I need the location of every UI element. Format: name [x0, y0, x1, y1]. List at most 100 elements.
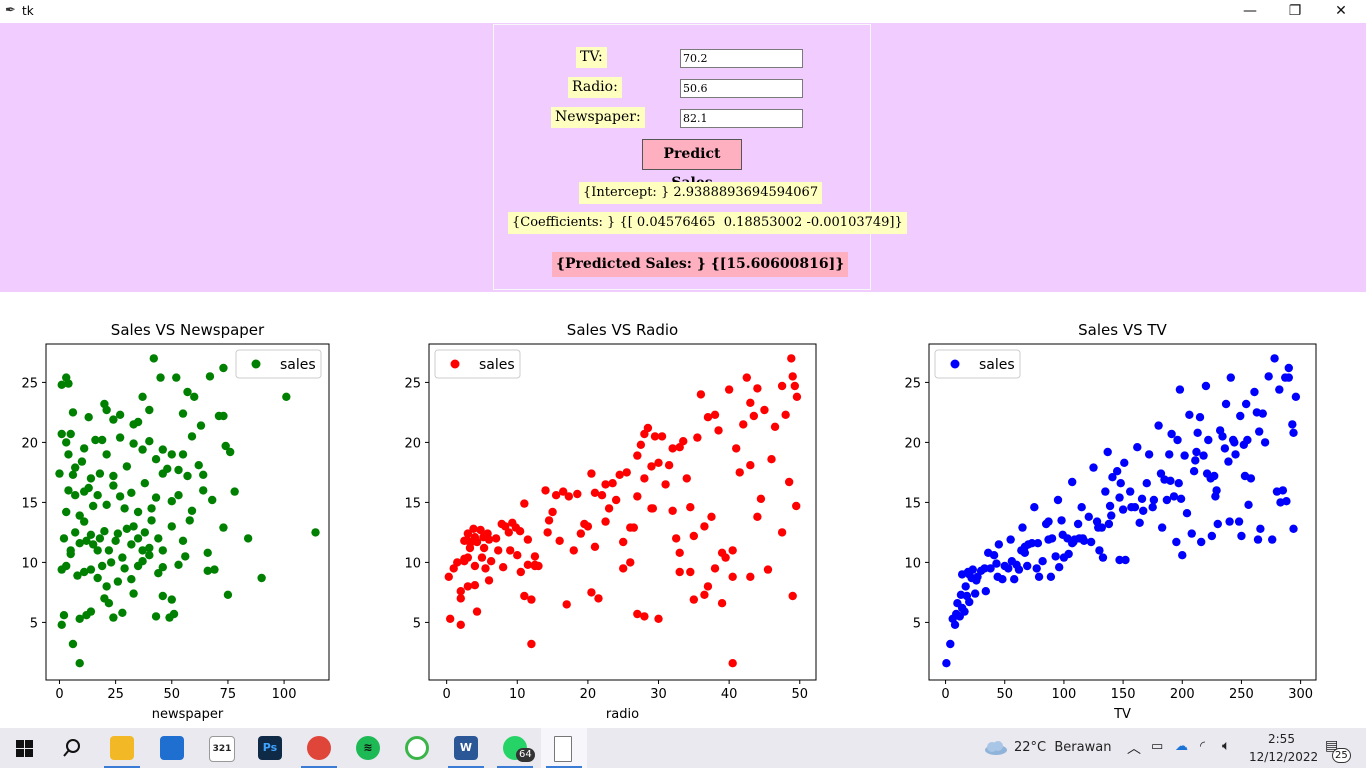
- scatter-point: [792, 501, 801, 511]
- notepad-indicator: [546, 766, 582, 768]
- scatter-point: [498, 563, 508, 572]
- scatter-point: [1244, 500, 1253, 509]
- scatter-point: [77, 457, 87, 466]
- scatter-point: [118, 553, 127, 562]
- calendar-icon[interactable]: 321: [209, 736, 235, 762]
- y-tick-label: 20: [404, 436, 421, 451]
- scatter-point: [138, 557, 147, 566]
- minimize-button[interactable]: —: [1243, 3, 1257, 19]
- search-icon[interactable]: [62, 738, 82, 758]
- scatter-point: [601, 517, 610, 526]
- photoshop-icon[interactable]: Ps: [258, 736, 282, 760]
- scatter-point: [163, 464, 172, 473]
- scatter-point: [1027, 539, 1037, 548]
- scatter-point: [59, 611, 69, 620]
- scatter-point: [86, 607, 96, 616]
- scatter-point: [95, 534, 105, 543]
- scatter-point: [1104, 519, 1114, 529]
- refresh-app-icon[interactable]: [405, 736, 429, 760]
- close-button[interactable]: ✕: [1335, 3, 1347, 19]
- scatter-point: [1201, 381, 1211, 391]
- scatter-point: [68, 470, 78, 479]
- scatter-point: [311, 528, 320, 537]
- weather-text[interactable]: 22°C Berawan: [1014, 740, 1112, 755]
- scatter-point: [513, 551, 522, 560]
- scatter-point: [654, 614, 663, 623]
- legend-marker: [251, 359, 261, 369]
- scatter-point: [1246, 474, 1256, 483]
- scatter-point: [129, 589, 138, 598]
- word-icon[interactable]: W: [454, 736, 478, 760]
- scatter-point: [1127, 503, 1136, 512]
- scatter-point: [604, 504, 614, 513]
- scatter-point: [1282, 497, 1291, 506]
- scatter-point: [1187, 529, 1196, 538]
- y-tick-label: 20: [904, 436, 921, 451]
- scatter-point: [102, 582, 111, 591]
- scatter-point: [138, 445, 147, 454]
- tv-input[interactable]: 70.2: [680, 49, 803, 68]
- scatter-point: [1165, 450, 1174, 459]
- y-tick-label: 10: [21, 556, 38, 571]
- legend-label: sales: [979, 357, 1015, 373]
- notepad-icon[interactable]: [554, 736, 572, 762]
- scatter-point: [1289, 428, 1298, 437]
- legend-box: [934, 349, 1021, 379]
- scatter-point: [1094, 523, 1103, 532]
- scatter-point: [1103, 447, 1112, 457]
- scatter-point: [147, 504, 156, 513]
- scatter-point: [654, 458, 663, 467]
- store-icon[interactable]: [160, 736, 184, 760]
- y-tick-label: 5: [913, 616, 921, 631]
- x-tick-label: 50: [996, 687, 1013, 702]
- scatter-point: [576, 529, 586, 538]
- scatter-point: [243, 534, 253, 543]
- scatter-point: [185, 516, 194, 525]
- scatter-point: [1089, 463, 1098, 472]
- scatter-point: [710, 410, 720, 419]
- scatter-point: [679, 437, 688, 446]
- start-icon[interactable]: [16, 740, 33, 757]
- volume-icon[interactable]: 🔈︎: [1222, 738, 1231, 754]
- scatter-point: [763, 565, 773, 574]
- scatter-point: [463, 553, 473, 562]
- battery-icon[interactable]: ▭: [1151, 739, 1164, 754]
- radio-input[interactable]: 50.6: [680, 79, 803, 98]
- scatter-point: [515, 527, 525, 536]
- restore-button[interactable]: ❐: [1288, 3, 1302, 19]
- scatter-point: [1020, 542, 1030, 551]
- scatter-point: [167, 522, 176, 531]
- scatter-point: [597, 491, 607, 500]
- predict-sales-button[interactable]: Predict Sales: [642, 139, 742, 191]
- scatter-point: [1058, 530, 1067, 539]
- x-tick-label: 150: [1111, 687, 1136, 702]
- scatter-point: [664, 461, 674, 470]
- scatter-point: [156, 373, 165, 382]
- scatter-point: [1237, 531, 1246, 541]
- newspaper-input[interactable]: 82.1: [680, 109, 803, 128]
- spotify-icon[interactable]: ≋: [356, 736, 380, 760]
- scatter-point: [194, 461, 203, 470]
- scatter-point: [1044, 535, 1053, 544]
- scatter-point: [1236, 411, 1245, 421]
- chrome-icon[interactable]: [307, 736, 331, 760]
- scatter-point: [1226, 373, 1235, 382]
- scatter-point: [158, 591, 167, 601]
- scatter-point: [444, 572, 453, 581]
- file-explorer-icon[interactable]: [110, 736, 134, 760]
- scatter-point: [219, 411, 228, 421]
- clock-time[interactable]: 2:55: [1268, 732, 1295, 746]
- x-tick-label: 0: [443, 687, 451, 702]
- scatter-point: [120, 564, 129, 573]
- clock-date[interactable]: 12/12/2022: [1249, 750, 1319, 764]
- scatter-point: [516, 567, 526, 577]
- scatter-point: [113, 529, 123, 538]
- scatter-point: [190, 392, 199, 401]
- scatter-point: [109, 471, 118, 481]
- wifi-icon[interactable]: ◜: [1200, 739, 1206, 754]
- onedrive-icon[interactable]: ☁: [1175, 739, 1188, 754]
- scatter-point: [122, 462, 132, 471]
- scatter-point: [1084, 512, 1093, 521]
- scatter-point: [1270, 354, 1279, 363]
- chevron-up-icon[interactable]: ︿: [1127, 741, 1141, 757]
